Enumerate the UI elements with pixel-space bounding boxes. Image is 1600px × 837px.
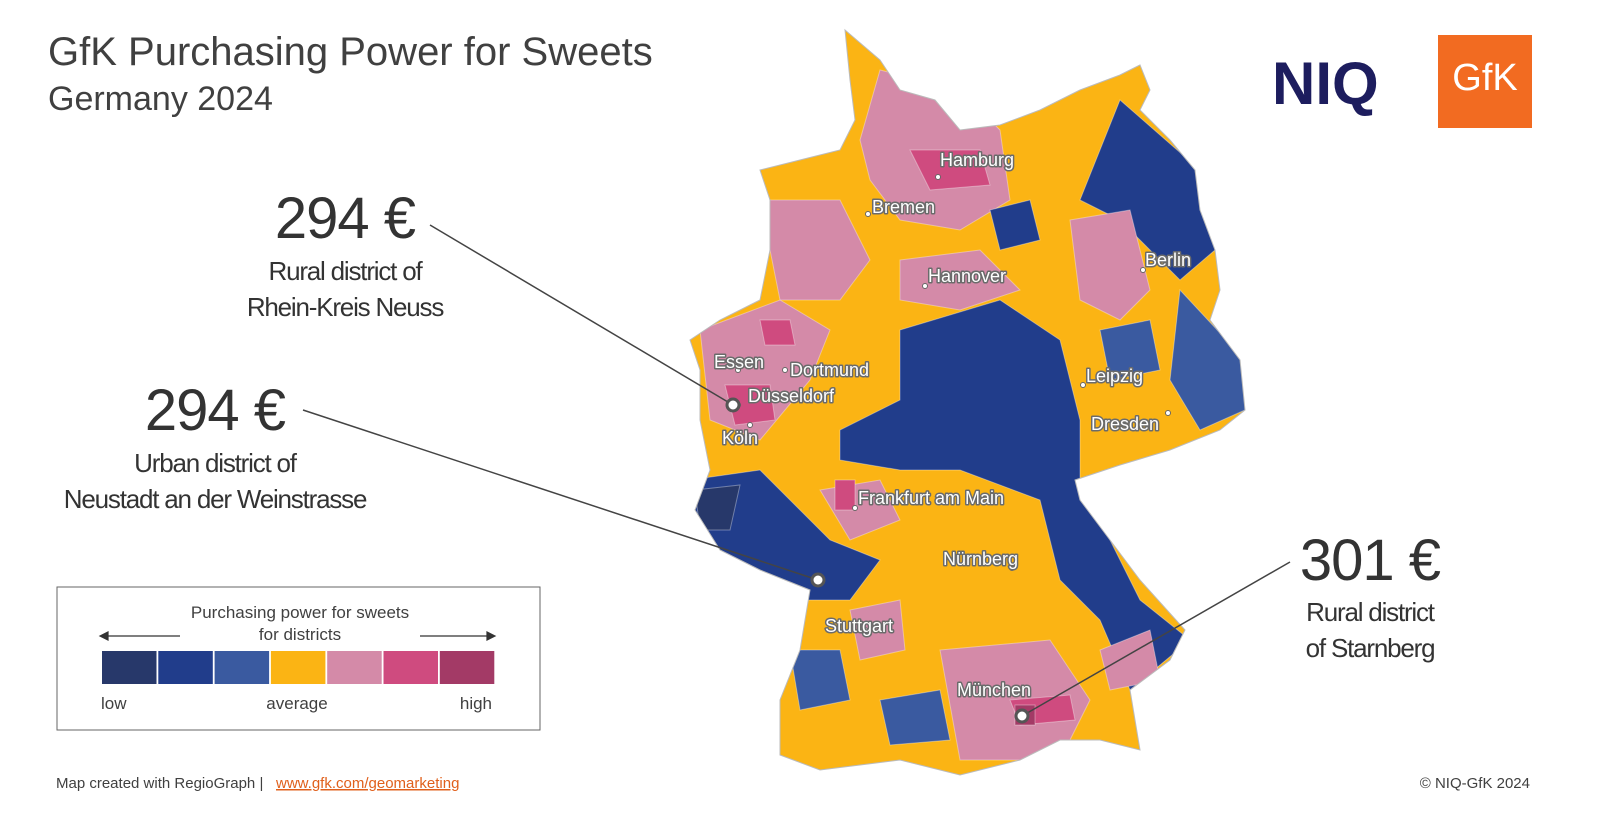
copyright: © NIQ-GfK 2024 bbox=[1420, 775, 1530, 792]
legend-title: for districts bbox=[259, 625, 341, 644]
legend-swatch bbox=[327, 651, 382, 684]
city-label: Bremen bbox=[872, 197, 935, 217]
callout-label: Rural district of bbox=[269, 256, 424, 286]
callout-label: of Starnberg bbox=[1306, 633, 1435, 663]
city-dot bbox=[1165, 410, 1171, 416]
region bbox=[849, 599, 906, 661]
legend-swatch bbox=[214, 651, 270, 684]
callout-label: Urban district of bbox=[134, 448, 298, 478]
callout-value: 294 € bbox=[145, 378, 286, 443]
credit: Map created with RegioGraph | bbox=[56, 775, 263, 792]
callout-label: Rhein-Kreis Neuss bbox=[247, 292, 445, 322]
gfk-logo-box bbox=[1438, 35, 1532, 128]
legend-average: average bbox=[266, 694, 327, 713]
legend-swatch bbox=[158, 651, 213, 684]
city-labels: Hamburg Bremen Hannover Berlin Essen Dortmund… bbox=[713, 149, 1193, 715]
callout-lines bbox=[302, 224, 1291, 717]
callout-value: 301 € bbox=[1300, 528, 1441, 593]
city-label: Düsseldorf bbox=[748, 386, 835, 406]
city-dot bbox=[1080, 382, 1086, 388]
legend-arrows bbox=[98, 631, 497, 641]
city-dot bbox=[935, 174, 941, 180]
city-label: Hamburg bbox=[940, 150, 1014, 170]
city-dot bbox=[1140, 267, 1146, 273]
city-dot bbox=[747, 422, 753, 428]
niq-logo: NIQ bbox=[1272, 50, 1379, 117]
title: GfK Purchasing Power for Sweets bbox=[48, 30, 653, 74]
city-label: Leipzig bbox=[1086, 366, 1143, 386]
region bbox=[899, 249, 1021, 311]
city-label: München bbox=[957, 680, 1031, 700]
legend-swatch bbox=[383, 651, 438, 684]
legend: Purchasing power for sweets for district… bbox=[56, 586, 541, 731]
callout-value: 294 € bbox=[275, 186, 416, 251]
region bbox=[759, 319, 796, 346]
city-dot bbox=[865, 211, 871, 217]
legend-swatch bbox=[102, 651, 157, 684]
region bbox=[834, 479, 856, 511]
city-label: Nürnberg bbox=[943, 549, 1018, 569]
region bbox=[789, 649, 851, 711]
region bbox=[1099, 319, 1161, 381]
legend-high: high bbox=[460, 694, 492, 713]
city-label: Dresden bbox=[1091, 414, 1159, 434]
city-dot bbox=[1009, 565, 1015, 571]
city-label: Köln bbox=[722, 428, 758, 448]
legend-swatch bbox=[439, 651, 495, 684]
city-dot bbox=[852, 505, 858, 511]
city-label: Essen bbox=[714, 352, 764, 372]
region bbox=[1069, 209, 1151, 321]
callout-dots bbox=[725, 397, 1030, 724]
city-label: Frankfurt am Main bbox=[858, 488, 1004, 508]
subtitle: Germany 2024 bbox=[48, 80, 273, 118]
callout-label: Rural district bbox=[1306, 597, 1436, 627]
region bbox=[909, 149, 991, 191]
link[interactable]: www.gfk.com/geomarketing bbox=[275, 775, 459, 792]
city-label: Hannover bbox=[928, 266, 1006, 286]
city-label: Dortmund bbox=[790, 360, 869, 380]
city-dot bbox=[862, 627, 868, 633]
gfk-logo: GfK bbox=[1452, 57, 1517, 99]
city-dot bbox=[922, 283, 928, 289]
city-label: Berlin bbox=[1145, 250, 1191, 270]
region bbox=[989, 199, 1041, 251]
legend-low: low bbox=[101, 694, 127, 713]
city-label: Stuttgart bbox=[825, 616, 893, 636]
legend-title: Purchasing power for sweets bbox=[191, 603, 409, 622]
region bbox=[879, 689, 951, 746]
city-dot bbox=[735, 367, 741, 373]
legend-swatch bbox=[270, 651, 326, 684]
city-dot bbox=[782, 367, 788, 373]
callout-label: Neustadt an der Weinstrasse bbox=[64, 484, 367, 514]
